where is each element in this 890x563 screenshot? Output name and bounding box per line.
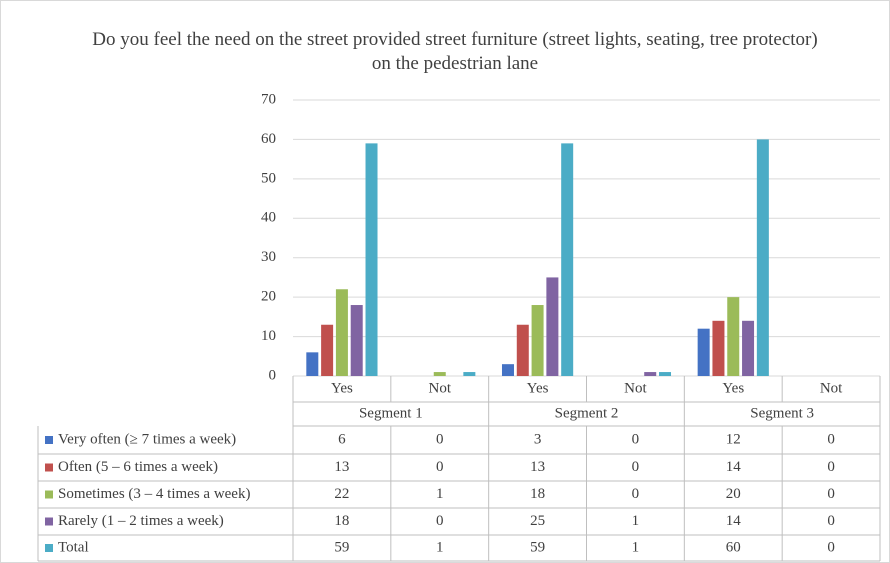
bar <box>742 320 755 376</box>
table-value: 0 <box>827 539 835 555</box>
table-value: 6 <box>338 431 346 447</box>
bar <box>531 305 544 376</box>
table-value: 0 <box>827 513 835 529</box>
table-value: 13 <box>530 459 545 475</box>
bar <box>712 320 725 376</box>
y-tick-label: 0 <box>269 367 277 383</box>
group-label: Segment 3 <box>750 405 814 421</box>
group-label: Segment 1 <box>359 405 423 421</box>
y-tick-label: 10 <box>261 328 276 344</box>
legend-swatch <box>45 517 53 526</box>
legend-swatch <box>45 463 53 472</box>
bar <box>321 324 334 376</box>
x-tick-label: Not <box>624 380 647 396</box>
table-value: 0 <box>632 459 640 475</box>
y-tick-label: 50 <box>261 170 276 186</box>
table-value: 59 <box>530 539 545 555</box>
legend-label: Rarely (1 – 2 times a week) <box>58 513 224 529</box>
table-value: 18 <box>334 513 349 529</box>
y-tick-label: 60 <box>261 131 276 147</box>
bar <box>365 143 378 376</box>
table-value: 14 <box>726 459 742 475</box>
bar <box>433 372 446 376</box>
table-value: 1 <box>632 539 640 555</box>
bar <box>335 289 348 376</box>
table-value: 1 <box>632 513 640 529</box>
legend-swatch <box>45 436 53 444</box>
legend-label: Very often (≥ 7 times a week) <box>58 431 236 447</box>
table-value: 14 <box>726 513 742 529</box>
bar <box>697 328 710 376</box>
y-tick-label: 30 <box>261 249 276 265</box>
table-value: 0 <box>436 431 444 447</box>
table-value: 18 <box>530 486 545 502</box>
table-value: 13 <box>334 459 349 475</box>
bar <box>546 277 559 376</box>
x-tick-label: Not <box>429 380 452 396</box>
table-value: 1 <box>436 486 444 502</box>
table-value: 22 <box>334 486 349 502</box>
legend-label: Sometimes (3 – 4 times a week) <box>58 486 250 502</box>
chart-title: Do you feel the need on the street provi… <box>92 29 818 74</box>
bar <box>516 324 529 376</box>
bar <box>306 352 319 376</box>
table-value: 0 <box>632 431 640 447</box>
bar <box>727 297 740 376</box>
bar <box>561 143 574 376</box>
table-value: 3 <box>534 431 542 447</box>
group-label: Segment 2 <box>555 405 619 421</box>
table-value: 0 <box>436 513 444 529</box>
bar <box>350 305 363 376</box>
bar <box>463 372 476 376</box>
x-tick-label: Not <box>820 380 843 396</box>
table-value: 0 <box>632 486 640 502</box>
legend-swatch <box>45 490 53 499</box>
table-value: 0 <box>436 459 444 475</box>
table-value: 0 <box>827 459 835 475</box>
table-value: 25 <box>530 513 545 529</box>
legend-label: Often (5 – 6 times a week) <box>58 459 218 475</box>
table-value: 20 <box>726 486 741 502</box>
table-value: 12 <box>726 431 741 447</box>
y-tick-label: 70 <box>261 91 276 107</box>
table-value: 59 <box>334 539 349 555</box>
table-value: 0 <box>827 431 835 447</box>
bar <box>644 372 657 376</box>
y-tick-label: 40 <box>261 210 276 226</box>
bar <box>756 139 769 376</box>
legend-swatch <box>45 544 53 552</box>
x-tick-label: Yes <box>331 380 353 396</box>
legend-label: Total <box>58 539 89 555</box>
table-value: 0 <box>827 486 835 502</box>
table-value: 60 <box>726 539 741 555</box>
y-tick-label: 20 <box>261 289 276 305</box>
x-tick-label: Yes <box>527 380 549 396</box>
table-value: 1 <box>436 539 444 555</box>
x-tick-label: Yes <box>722 380 744 396</box>
bar <box>501 364 514 376</box>
bar <box>659 372 672 376</box>
